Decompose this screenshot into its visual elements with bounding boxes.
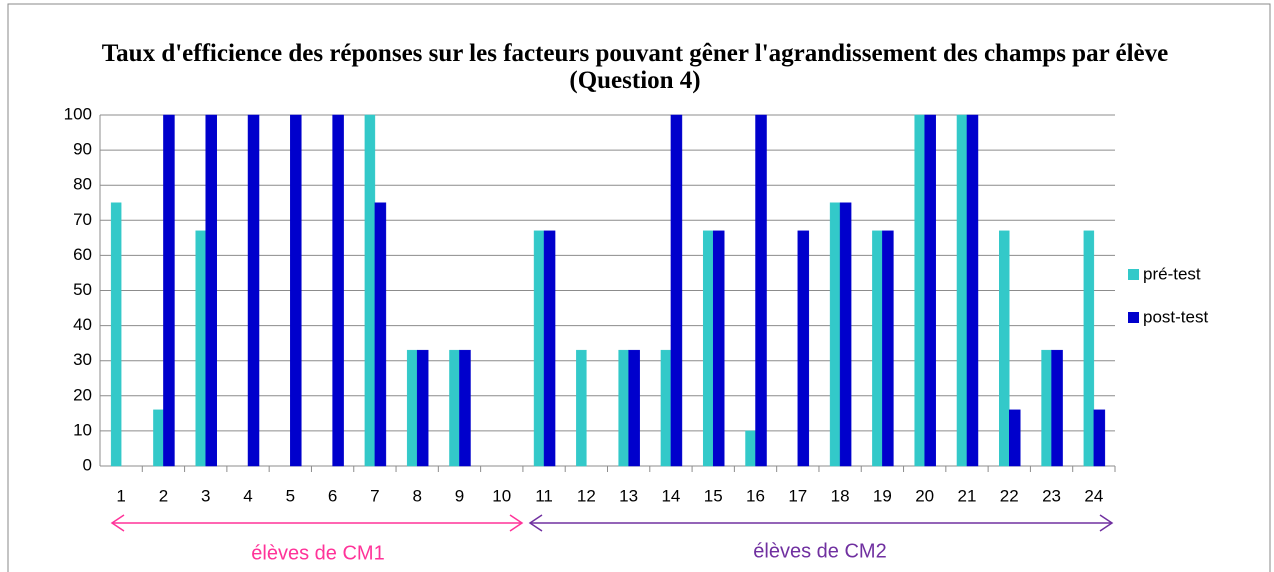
bar [163,114,175,467]
bar [618,349,629,467]
y-tick-label: 50 [73,280,92,299]
cm1-arrow [110,514,524,532]
bar [416,349,429,467]
x-tick-label: 24 [1084,486,1103,505]
x-tick-label: 22 [1000,486,1019,505]
bar [1041,349,1052,467]
bar [839,202,852,467]
x-tick-label: 5 [286,486,295,505]
bar [914,114,925,467]
x-tick-label: 20 [915,486,934,505]
chart-title: Taux d'efficience des réponses sur les f… [101,40,1169,94]
bar [712,230,725,467]
y-tick-label: 70 [73,210,92,229]
x-tick-label: 11 [535,486,553,505]
bar [660,349,672,467]
y-tick-label: 80 [73,175,92,194]
x-tick-label: 2 [159,486,168,505]
legend-label: pré-test [1143,264,1201,283]
x-tick-label: 18 [831,486,850,505]
y-tick-label: 0 [83,455,92,474]
bar [290,114,302,467]
x-tick-label: 13 [619,486,638,505]
legend-swatch [1128,312,1139,323]
x-tick-label: 17 [788,486,807,505]
bar [406,349,418,467]
bar [797,230,810,467]
bar [576,349,587,467]
bar [702,230,714,467]
x-tick-label: 7 [370,486,379,505]
x-tick-label: 19 [873,486,892,505]
bar [195,230,206,467]
x-tick-label: 1 [116,486,125,505]
x-tick-label: 14 [661,486,680,505]
bar [364,114,376,467]
bar [829,202,841,467]
bar [872,230,883,467]
x-tick-label: 9 [455,486,464,505]
legend-swatch [1128,269,1139,280]
bar [999,230,1010,467]
bar [670,114,683,467]
bar [1051,349,1063,467]
bar [1009,409,1021,467]
y-tick-label: 30 [73,350,92,369]
bar [745,430,756,467]
bar [882,230,894,467]
bar [1083,230,1095,467]
x-tick-label: 8 [412,486,421,505]
y-tick-label: 20 [73,385,92,404]
y-tick-label: 40 [73,315,92,334]
x-tick-label: 16 [746,486,765,505]
y-tick-label: 10 [73,420,92,439]
legend-label: post-test [1143,307,1208,326]
bar [755,114,767,467]
bar [966,114,979,467]
bar [205,114,217,467]
x-tick-label: 21 [958,486,977,505]
bar [247,114,260,467]
bar [374,202,387,467]
annotation: élèves de CM1 [251,542,384,564]
x-tick-label: 12 [577,486,596,505]
bar [153,409,164,467]
bar [459,349,471,467]
bar [956,114,968,467]
x-tick-label: 23 [1042,486,1061,505]
bar [449,349,460,467]
bar [533,230,545,467]
annotation: élèves de CM2 [753,540,886,562]
y-tick-label: 100 [64,104,92,123]
bar [332,114,344,467]
bar [543,230,556,467]
x-tick-label: 15 [704,486,723,505]
bar [110,202,122,467]
y-tick-label: 60 [73,245,92,264]
cm2-arrow [528,514,1114,532]
bar [924,114,936,467]
x-tick-label: 6 [328,486,337,505]
y-tick-label: 90 [73,140,92,159]
frame [7,3,1271,572]
bar [628,349,640,467]
x-tick-label: 4 [243,486,252,505]
x-tick-label: 10 [492,486,511,505]
bar [1093,409,1106,467]
x-tick-label: 3 [201,486,210,505]
